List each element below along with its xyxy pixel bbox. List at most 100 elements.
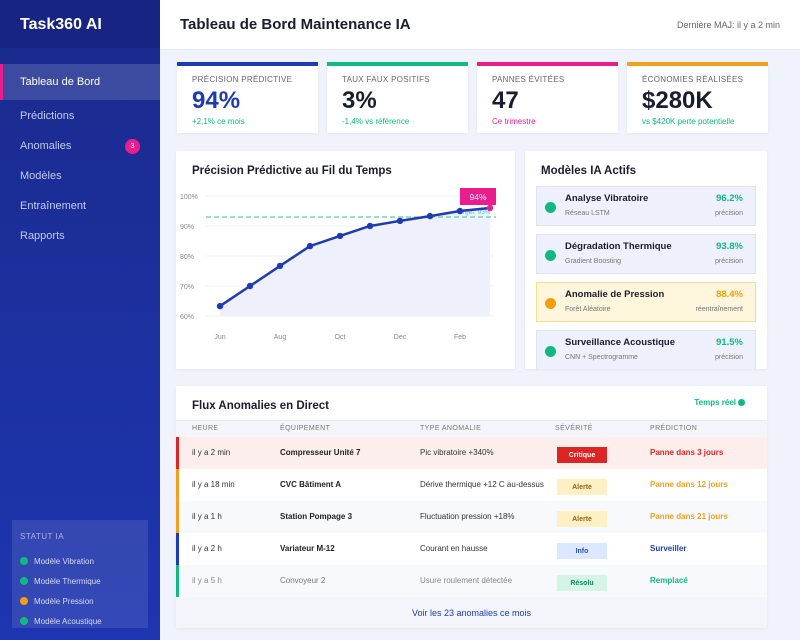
sidebar-item-label: Entraînement — [20, 200, 87, 212]
kpi-card: PRÉCISION PRÉDICTIVE 94% +2,1% ce mois — [177, 62, 318, 133]
severity-badge: Critique — [557, 447, 607, 463]
column-header: TYPE ANOMALIE — [420, 425, 482, 432]
kpi-subtext: -1,4% vs référence — [342, 117, 410, 126]
area-fill — [220, 208, 490, 316]
model-accuracy: 88.4% — [716, 289, 743, 300]
row-time: il y a 2 h — [192, 544, 222, 553]
model-status-dot-icon — [545, 346, 556, 357]
row-anomaly-type: Dérive thermique +12 C au-dessus — [420, 480, 544, 489]
accuracy-line — [219, 206, 491, 308]
kpi-card: PANNES ÉVITÉES 47 Ce trimestre — [477, 62, 618, 133]
kpi-card: ÉCONOMIES RÉALISÉES $280K vs $420K perte p… — [627, 62, 768, 133]
y-tick-label: 60% — [180, 314, 194, 321]
anomaly-feed-card: Flux Anomalies en Direct Temps réel HEUR… — [176, 386, 767, 628]
kpi-value: $280K — [642, 87, 713, 114]
severity-badge: Alerte — [557, 511, 607, 527]
status-label: Modèle Acoustique — [34, 616, 102, 626]
row-time: il y a 1 h — [192, 512, 222, 521]
table-row[interactable]: il y a 5 h Convoyeur 2 Usure roulement dét… — [176, 565, 767, 597]
y-tick-label: 100% — [180, 194, 198, 201]
callout-box — [460, 188, 496, 205]
sidebar-item-predictions[interactable]: Prédictions — [0, 101, 160, 131]
kpi-value: 3% — [342, 87, 377, 114]
accuracy-chart-card: Précision Prédictive au Fil du Temps 60%… — [176, 151, 515, 369]
sidebar-item-label: Modèles — [20, 170, 62, 182]
live-indicator: Temps réel — [694, 398, 745, 407]
sidebar-item-models[interactable]: Modèles — [0, 161, 160, 191]
sidebar-item-dashboard[interactable]: Tableau de Bord — [0, 64, 160, 100]
table-row[interactable]: il y a 18 min CVC Bâtiment A Dérive thermi… — [176, 469, 767, 501]
status-dot-icon — [20, 557, 28, 565]
model-note: précision — [714, 210, 743, 217]
model-item[interactable]: Analyse Vibratoire Réseau LSTM 96.2% précis… — [536, 186, 756, 226]
status-item: Modèle Pression — [20, 591, 140, 611]
model-item[interactable]: Dégradation Thermique Gradient Boosting 93… — [536, 234, 756, 274]
table-row[interactable]: il y a 2 h Variateur M-12 Courant en hauss… — [176, 533, 767, 565]
sidebar-item-anomalies[interactable]: Anomalies 3 — [0, 131, 160, 161]
kpi-label: ÉCONOMIES RÉALISÉES — [642, 75, 744, 84]
status-label: Modèle Thermique — [34, 576, 101, 586]
status-dot-icon — [20, 597, 28, 605]
sidebar-item-training[interactable]: Entraînement — [0, 191, 160, 221]
model-type: Réseau LSTM — [565, 210, 610, 217]
model-status-dot-icon — [545, 202, 556, 213]
x-tick-label: Dec — [394, 334, 407, 341]
row-prediction: Panne dans 21 jours — [650, 512, 728, 521]
page-title: Tableau de Bord Maintenance IA — [180, 16, 411, 33]
models-card: Modèles IA Actifs Analyse Vibratoire Rése… — [525, 151, 767, 369]
feed-title: Flux Anomalies en Direct — [192, 400, 329, 412]
row-time: il y a 5 h — [192, 576, 222, 585]
status-label: Modèle Pression — [34, 596, 94, 606]
column-header: PRÉDICTION — [650, 425, 698, 432]
row-prediction: Remplacé — [650, 576, 688, 585]
y-tick-label: 90% — [180, 224, 194, 231]
model-type: CNN + Spectrogramme — [565, 354, 638, 361]
view-all-anomalies-link[interactable]: Voir les 23 anomalies ce mois — [411, 607, 532, 618]
kpi-card: TAUX FAUX POSITIFS 3% -1,4% vs référence — [327, 62, 468, 133]
model-type: Gradient Boosting — [565, 258, 622, 265]
target-label: Target: 93% — [456, 209, 491, 216]
row-prediction: Surveiller — [650, 544, 687, 553]
model-accuracy: 96.2% — [716, 193, 743, 204]
anomalies-badge: 3 — [125, 138, 140, 154]
data-point — [366, 222, 374, 230]
model-note: réentraînement — [695, 306, 743, 313]
model-item[interactable]: Surveillance Acoustique CNN + Spectrogram… — [536, 330, 756, 369]
data-point — [456, 207, 464, 215]
model-note: précision — [714, 354, 743, 361]
column-header: SÉVÉRITÉ — [555, 425, 593, 432]
model-accuracy: 93.8% — [716, 241, 743, 252]
model-item[interactable]: Anomalie de Pression Forêt Aléatoire 88.4%… — [536, 282, 756, 322]
data-point — [276, 262, 284, 270]
kpi-subtext: vs $420K perte potentielle — [642, 117, 735, 126]
severity-badge: Info — [557, 543, 607, 559]
severity-badge: Résolu — [557, 575, 607, 591]
sidebar-item-reports[interactable]: Rapports — [0, 221, 160, 251]
model-name: Anomalie de Pression — [565, 289, 665, 300]
data-point — [216, 302, 224, 310]
callout-label: 94% — [469, 192, 486, 202]
row-prediction: Panne dans 3 jours — [650, 448, 724, 457]
live-label: Temps réel — [694, 398, 736, 407]
kpi-value: 47 — [492, 87, 519, 114]
live-dot-icon — [738, 399, 745, 406]
status-dot-icon — [20, 617, 28, 625]
row-prediction: Panne dans 12 jours — [650, 480, 728, 489]
kpi-subtext: +2,1% ce mois — [192, 117, 245, 126]
row-equipment: Convoyeur 2 — [280, 576, 326, 585]
status-item: Modèle Acoustique — [20, 611, 140, 631]
sidebar-item-label: Tableau de Bord — [20, 76, 101, 88]
table-row[interactable]: il y a 2 min Compresseur Unité 7 Pic vibra… — [176, 437, 767, 469]
table-row[interactable]: il y a 1 h Station Pompage 3 Fluctuation p… — [176, 501, 767, 533]
data-point — [486, 204, 494, 212]
feed-footer: Voir les 23 anomalies ce mois — [176, 597, 767, 628]
y-tick-label: 70% — [180, 284, 194, 291]
sidebar: Task360 AI Tableau de Bord Prédictions A… — [0, 0, 160, 640]
data-point — [396, 217, 404, 225]
model-name: Analyse Vibratoire — [565, 193, 649, 204]
sidebar-item-label: Rapports — [20, 230, 65, 242]
kpi-value: 94% — [192, 87, 241, 114]
row-equipment: Compresseur Unité 7 — [280, 448, 361, 457]
sidebar-item-label: Prédictions — [20, 110, 75, 122]
row-equipment: CVC Bâtiment A — [280, 480, 342, 489]
